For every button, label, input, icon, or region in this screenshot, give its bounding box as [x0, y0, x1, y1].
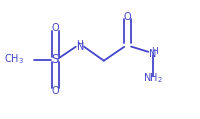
Text: H: H: [77, 40, 83, 49]
Text: S: S: [51, 53, 59, 66]
Text: O: O: [51, 23, 59, 33]
Text: O: O: [51, 86, 59, 96]
Text: NH$_2$: NH$_2$: [143, 71, 162, 85]
Text: H: H: [151, 47, 158, 56]
Text: N: N: [149, 49, 157, 59]
Text: CH$_3$: CH$_3$: [4, 53, 24, 66]
Text: O: O: [124, 12, 131, 22]
Text: N: N: [77, 42, 85, 52]
